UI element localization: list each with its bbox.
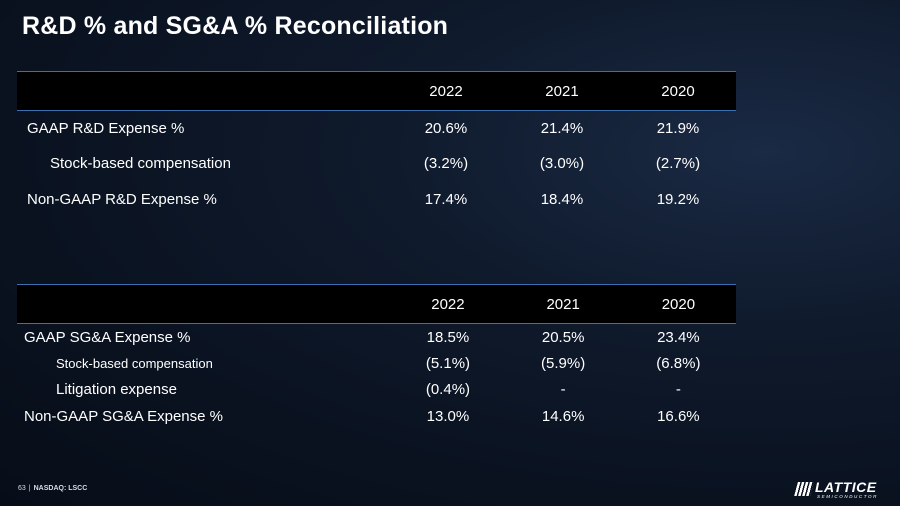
cell-value: 21.9%: [656, 120, 700, 137]
row-label: Non-GAAP SG&A Expense %: [24, 407, 223, 425]
table-header-row: 2022 2021 2020: [17, 284, 736, 324]
logo-wordmark: LATTICE: [815, 479, 877, 495]
header-cell-2022: 2022: [390, 284, 506, 324]
cell-value: 18.5%: [426, 328, 470, 346]
cell-value: 20.6%: [424, 120, 468, 137]
company-logo: LATTICE SEMICONDUCTOR: [794, 479, 888, 500]
table-row: GAAP SG&A Expense % 18.5% 20.5% 23.4%: [17, 324, 736, 351]
logo-subtitle: SEMICONDUCTOR: [817, 494, 878, 499]
sga-reconciliation-table: 2022 2021 2020 GAAP SG&A Expense % 18.5%…: [17, 284, 736, 430]
row-label: Stock-based compensation: [56, 355, 213, 371]
row-label: GAAP SG&A Expense %: [24, 328, 191, 346]
cell-value: (5.1%): [425, 354, 471, 372]
stock-ticker: NASDAQ: LSCC: [33, 485, 88, 492]
lattice-bars-icon: [794, 482, 814, 496]
row-label: Litigation expense: [56, 381, 177, 399]
page-number: 63: [18, 485, 26, 492]
cell-value: 18.4%: [540, 190, 584, 208]
header-cell: [17, 71, 388, 111]
footer-separator: |: [28, 485, 31, 492]
table-row: GAAP R&D Expense % 20.6% 21.4% 21.9%: [17, 111, 736, 147]
cell-value: 21.4%: [540, 120, 584, 137]
cell-value: (2.7%): [655, 155, 701, 173]
cell-value: (3.0%): [539, 155, 585, 173]
header-cell-2022: 2022: [387, 71, 504, 111]
table-row: Litigation expense (0.4%) - -: [17, 377, 736, 404]
slide-footer: 63 | NASDAQ: LSCC: [18, 485, 87, 492]
row-label: Non-GAAP R&D Expense %: [27, 190, 217, 208]
table-row: Non-GAAP R&D Expense % 17.4% 18.4% 19.2%: [17, 182, 736, 218]
header-cell: [17, 284, 391, 324]
row-label: Stock-based compensation: [50, 155, 231, 173]
cell-value: 13.0%: [426, 407, 470, 425]
table-row: Non-GAAP SG&A Expense % 13.0% 14.6% 16.6…: [17, 403, 736, 430]
cell-value: 16.6%: [657, 407, 700, 425]
cell-value: (6.8%): [656, 354, 701, 372]
header-cell-2020: 2020: [619, 71, 736, 111]
header-cell-2021: 2021: [503, 71, 620, 111]
cell-value: 14.6%: [541, 407, 585, 425]
page-title: R&D % and SG&A % Reconciliation: [22, 12, 449, 40]
cell-value: (5.9%): [541, 354, 586, 372]
cell-value: -: [675, 381, 681, 399]
cell-value: (0.4%): [425, 381, 471, 399]
rd-reconciliation-table: 2022 2021 2020 GAAP R&D Expense % 20.6% …: [17, 71, 736, 217]
cell-value: (3.2%): [423, 155, 469, 173]
cell-value: 17.4%: [424, 190, 468, 208]
cell-value: -: [560, 381, 566, 399]
cell-value: 20.5%: [541, 328, 585, 346]
table-header-row: 2022 2021 2020: [17, 71, 736, 111]
header-cell-2020: 2020: [620, 284, 736, 324]
cell-value: 19.2%: [656, 190, 700, 208]
cell-value: 23.4%: [657, 328, 700, 346]
row-label: GAAP R&D Expense %: [27, 120, 185, 137]
header-cell-2021: 2021: [505, 284, 621, 324]
table-row: Stock-based compensation (3.2%) (3.0%) (…: [17, 146, 736, 182]
table-row: Stock-based compensation (5.1%) (5.9%) (…: [17, 350, 736, 377]
